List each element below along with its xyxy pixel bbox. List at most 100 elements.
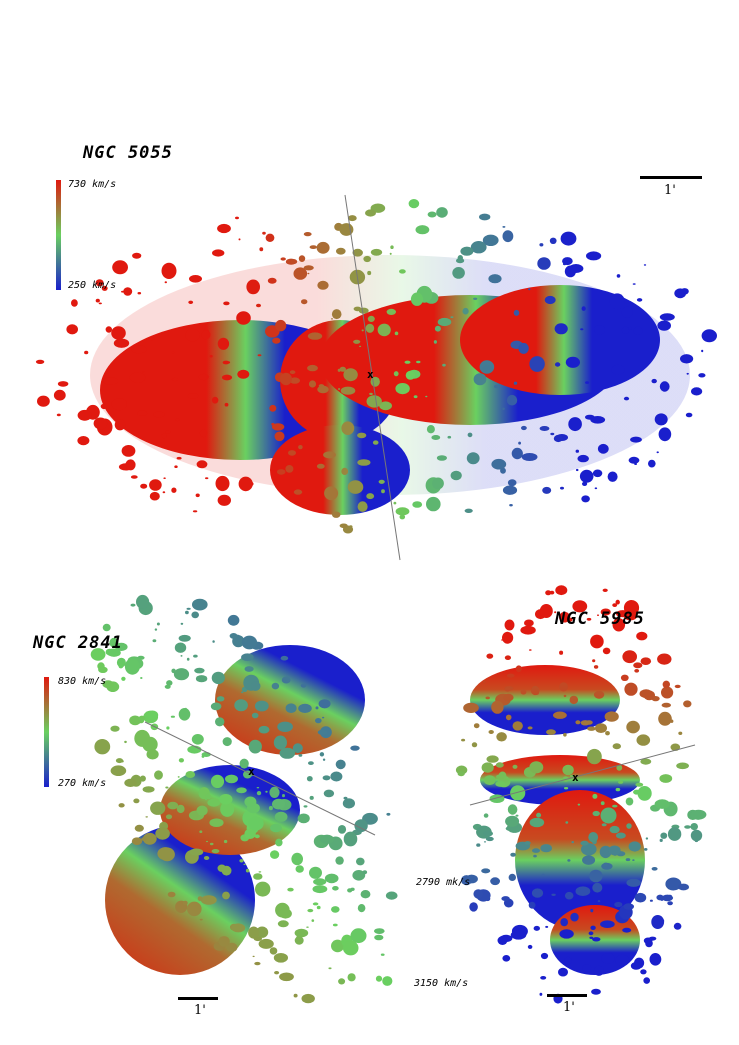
emission-clump [341,467,349,475]
emission-clump [609,825,620,834]
emission-clump [138,715,146,721]
emission-clump [165,430,171,434]
emission-clump [309,866,322,879]
emission-clump [659,313,675,321]
emission-clump [467,432,473,438]
emission-clump [347,215,357,222]
emission-clump [357,432,367,439]
emission-clump [196,805,208,816]
emission-clump [590,908,594,913]
emission-clump [683,700,692,708]
emission-clump [293,267,308,280]
emission-clump [159,847,175,862]
emission-clump [350,887,355,891]
emission-clump [436,207,448,218]
emission-clump [176,804,185,814]
emission-clump [301,993,315,1004]
emission-clump [691,387,703,396]
emission-clump [586,617,592,621]
emission-clump [509,504,513,507]
emission-clump [482,365,494,373]
emission-clump [529,817,545,828]
emission-clump [221,374,233,381]
emission-clump [497,936,508,945]
emission-clump [495,781,506,787]
emission-clump [200,895,217,905]
emission-clump [468,880,472,882]
emission-clump [599,845,612,859]
emission-clump [512,721,523,731]
emission-clump [612,804,618,808]
emission-clump [585,381,590,384]
emission-clump [95,279,104,287]
emission-clump [661,686,674,699]
emission-clump [212,640,215,643]
emission-clump [282,794,285,798]
emission-clump [374,934,384,941]
emission-clump [101,285,108,291]
emission-clump [150,801,166,815]
emission-clump [241,635,258,650]
emission-clump [594,325,606,335]
emission-clump [343,831,358,847]
emission-clump [701,349,704,353]
emission-clump [437,317,452,327]
emission-clump [265,233,275,242]
emission-clump [690,809,707,820]
emission-clump [436,455,447,461]
emission-clump [367,315,375,322]
ngc5055-center-marker: x [367,368,374,381]
ngc5985-center-marker: x [572,771,579,784]
emission-clump [289,370,296,375]
emission-clump [124,740,127,744]
emission-clump [350,928,367,944]
emission-clump [533,854,537,858]
emission-clump [542,486,552,494]
emission-clump [222,737,232,747]
emission-clump [533,925,540,931]
emission-clump [248,739,262,754]
emission-clump [136,594,150,609]
emission-clump [187,901,202,917]
emission-clump [590,416,606,424]
emission-clump [620,674,629,681]
emission-clump [625,797,634,806]
emission-clump [253,873,263,880]
emission-clump [253,936,263,942]
emission-clump [555,585,568,596]
emission-clump [124,778,137,788]
emission-clump [154,628,158,631]
emission-clump [271,423,285,431]
emission-clump [177,776,180,778]
emission-clump [107,648,121,657]
emission-clump [121,676,126,681]
emission-clump [505,815,520,827]
emission-clump [191,611,199,619]
emission-clump [280,655,289,661]
emission-clump [322,775,331,781]
emission-clump [323,451,336,459]
emission-clump [539,243,544,247]
emission-clump [636,734,651,746]
emission-clump [274,971,280,975]
emission-clump [659,838,663,843]
emission-clump [518,342,529,354]
emission-clump [199,918,203,921]
emission-clump [219,794,233,805]
emission-clump [625,858,631,862]
emission-clump [287,887,294,892]
emission-clump [661,702,671,708]
emission-clump [386,308,396,315]
emission-clump [410,292,424,306]
emission-clump [483,830,493,837]
emission-clump [114,419,126,431]
emission-clump [633,662,643,669]
emission-clump [130,475,138,479]
emission-clump [591,988,601,995]
emission-clump [630,436,642,443]
emission-clump [356,857,365,866]
emission-clump [298,255,306,262]
emission-clump [586,251,602,261]
emission-clump [415,225,430,235]
emission-clump [103,377,119,385]
